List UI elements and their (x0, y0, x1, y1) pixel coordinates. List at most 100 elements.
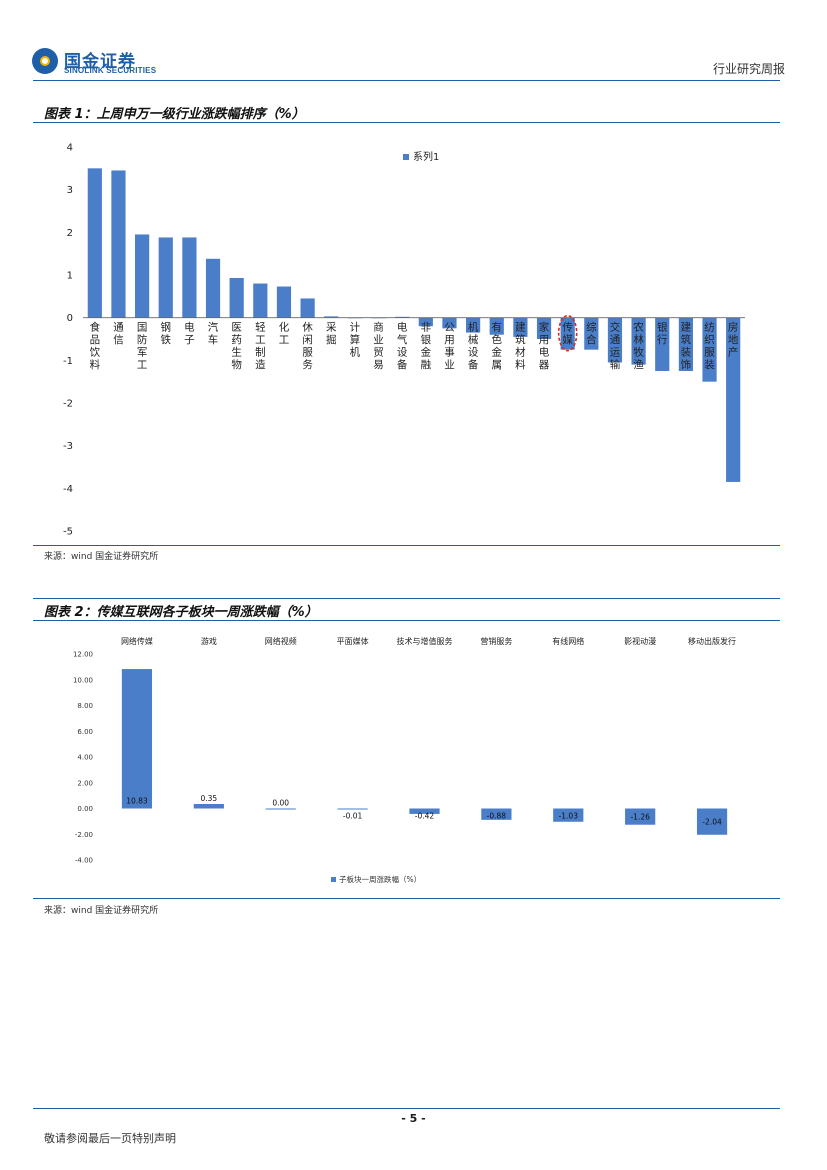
y-tick-label: -3 (63, 441, 73, 452)
y-tick-label: -5 (63, 527, 73, 538)
y-tick-label: -4 (63, 484, 73, 495)
x-tick-label: 计算机 (350, 321, 361, 359)
bar (442, 317, 457, 329)
bar (678, 317, 693, 371)
y-tick-label: -2 (63, 399, 73, 410)
bar (229, 277, 244, 318)
bar (158, 237, 173, 318)
bar (625, 808, 656, 825)
bar (481, 808, 512, 820)
x-tick-label: 纺织服装 (704, 321, 715, 372)
x-tick-label: 钢铁 (161, 321, 172, 347)
bar (193, 803, 224, 809)
category-label: 移动出版发行 (688, 636, 736, 646)
legend-swatch (403, 154, 409, 160)
category-label: 技术与增值服务 (397, 636, 453, 646)
data-label: 0.35 (200, 794, 217, 803)
bar (300, 298, 315, 318)
report-type: 行业研究周报 (712, 62, 785, 76)
category-label: 网络视频 (265, 636, 297, 646)
bar (182, 237, 197, 318)
bar (726, 317, 741, 482)
data-label: 0.00 (272, 799, 289, 808)
x-tick-label: 非银金融 (421, 322, 432, 372)
bar (560, 317, 575, 350)
x-tick-label: 房地产 (728, 321, 739, 359)
category-label: 营销服务 (480, 636, 512, 646)
x-tick-label: 农林牧渔 (633, 321, 644, 372)
y-tick-label: 2.00 (77, 779, 93, 787)
data-label: -2.04 (702, 818, 722, 827)
x-tick-label: 化工 (279, 321, 290, 347)
y-tick-label: 0.00 (77, 805, 93, 813)
bar (553, 808, 584, 822)
figure1-source: 来源：wind 国金证券研究所 (44, 552, 159, 562)
bar (135, 234, 150, 318)
x-tick-label: 有色金属 (492, 321, 503, 372)
figure1-top-rule (33, 122, 780, 123)
header-rule (33, 80, 780, 81)
category-label: 影视动漫 (624, 636, 656, 646)
bar (631, 317, 646, 365)
bar (466, 317, 481, 333)
y-tick-label: 10.00 (73, 676, 93, 684)
bar (696, 808, 728, 835)
legend-label: 子板块一周涨跌幅（%） (339, 874, 421, 884)
x-tick-label: 轻工制造 (255, 321, 266, 372)
y-tick-label: -1 (63, 356, 73, 367)
y-tick-label: 3 (67, 185, 73, 196)
category-label: 网络传媒 (121, 636, 153, 646)
x-tick-label: 综合 (586, 321, 597, 347)
x-tick-label: 家用电器 (539, 321, 550, 372)
x-tick-label: 公用事业 (444, 322, 455, 372)
highlight-circle (557, 314, 578, 352)
x-tick-label: 交通运输 (610, 321, 621, 372)
x-tick-label: 银行 (657, 321, 668, 347)
figure2-top-rule-upper (33, 598, 780, 599)
logo-chinese-name: 国金证券 (64, 52, 136, 72)
category-label: 平面媒体 (337, 636, 369, 646)
data-label: -0.42 (415, 812, 435, 821)
bar (253, 283, 268, 318)
y-tick-label: 4.00 (77, 754, 93, 762)
bar (513, 317, 528, 337)
data-label: -0.01 (343, 812, 363, 821)
bar (409, 808, 440, 814)
x-tick-label: 食品饮料 (90, 321, 101, 372)
bar (584, 317, 599, 350)
x-tick-label: 建筑装饰 (681, 321, 692, 372)
page-number: - 5 - (401, 1112, 426, 1125)
x-tick-label: 商业贸易 (373, 321, 384, 372)
y-tick-label: -4.00 (75, 857, 93, 865)
bar (324, 316, 339, 318)
y-tick-label: 2 (67, 228, 73, 239)
x-tick-label: 汽车 (208, 321, 219, 347)
x-tick-label: 通信 (113, 322, 124, 347)
bar (265, 808, 296, 810)
figure2-title: 图表 2：传媒互联网各子板块一周涨跌幅（%） (44, 605, 318, 620)
x-tick-label: 机械设备 (468, 321, 479, 372)
y-tick-label: 4 (67, 143, 73, 154)
footer-disclaimer: 敬请参阅最后一页特别声明 (44, 1132, 176, 1145)
bar (205, 258, 221, 318)
category-label: 有线网络 (552, 636, 584, 646)
bar (337, 808, 368, 810)
bar (111, 170, 126, 318)
data-label: -0.88 (487, 812, 507, 821)
bar (276, 286, 292, 318)
bar (607, 317, 623, 363)
legend-label: 系列1 (413, 150, 439, 163)
bar (87, 168, 102, 318)
bar (395, 316, 410, 318)
y-tick-label: 12.00 (73, 651, 93, 659)
x-tick-label: 休闲服务 (302, 322, 313, 372)
data-label: -1.26 (630, 813, 650, 822)
y-tick-label: -2.00 (75, 831, 93, 839)
logo-english-name: SINOLINK SECURITIES (64, 66, 157, 75)
x-tick-label: 建筑材料 (515, 321, 526, 372)
data-label: 10.83 (126, 797, 148, 806)
figure1-title: 图表 1：上周申万一级行业涨跌幅排序（%） (44, 107, 305, 122)
bar (121, 669, 153, 809)
data-label: -1.03 (559, 812, 579, 821)
